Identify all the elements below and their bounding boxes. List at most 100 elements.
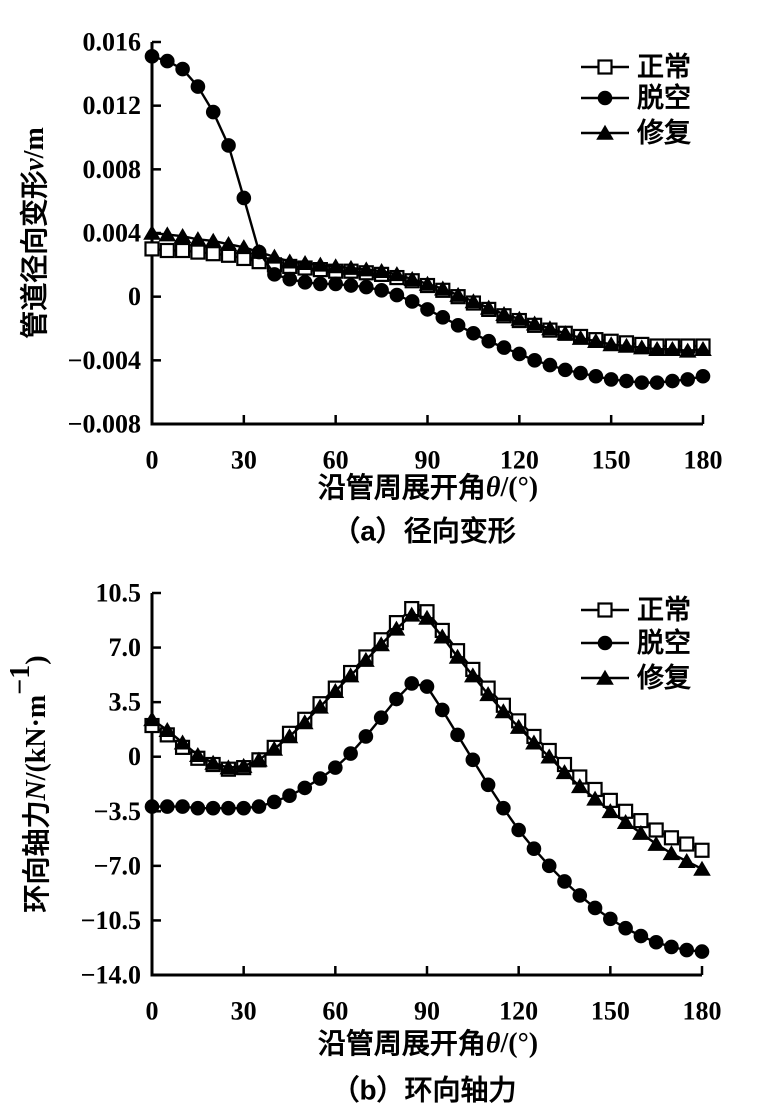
legend-label: 脱空 [637,82,691,113]
x-tick-label: 180 [683,997,722,1026]
circle-marker [603,372,619,387]
square-marker [205,246,221,262]
triangle-marker [158,722,177,738]
triangle-marker [158,226,177,242]
triangle-marker [388,266,406,282]
circle-marker [496,800,511,816]
circle-marker [358,279,374,295]
y-tick-label: −7.0 [94,851,141,880]
series-line-triangle [151,613,703,871]
triangle-marker [693,860,711,876]
square-marker [663,830,680,846]
square-marker [144,241,160,257]
y-tick-label: −0.008 [68,410,141,439]
triangle-marker [494,703,513,719]
circle-marker [343,746,358,761]
triangle-marker [265,740,284,756]
x-tick-label: 150 [591,997,630,1026]
y-axis-label-a: 管道径向变形v/m [18,127,50,339]
legend-circle-marker [597,90,613,106]
circle-marker [434,702,450,718]
legend-label: 正常 [637,595,691,625]
x-tick-label: 60 [322,997,348,1026]
square-marker [648,822,664,838]
legend-square-marker [597,602,613,618]
triangle-marker [525,315,544,331]
triangle-marker [418,275,437,291]
triangle-marker [541,320,559,336]
legend-circle-marker [597,635,613,651]
circle-marker [267,267,282,282]
triangle-marker [555,764,574,780]
triangle-marker [571,329,590,345]
square-marker [694,842,710,858]
triangle-marker [632,339,651,355]
triangle-marker [586,790,604,806]
circle-marker [328,760,343,775]
triangle-marker [662,845,681,861]
circle-marker [527,353,542,368]
triangle-marker [663,340,682,356]
circle-marker [373,710,389,726]
circle-marker [619,373,634,389]
circle-marker [419,679,435,694]
triangle-marker [510,310,529,326]
triangle-marker [449,286,467,302]
triangle-marker [173,734,192,750]
triangle-marker [677,852,696,868]
triangle-marker [402,606,421,622]
y-axis-label-b-unit-close: ) [21,655,52,664]
triangle-marker [587,333,605,349]
circle-marker [343,278,359,293]
circle-marker [389,691,404,707]
circle-marker [358,729,374,744]
circle-marker [144,799,160,814]
triangle-marker [357,261,376,277]
circle-marker [679,942,695,958]
x-axis-label-b: 沿管周展开角θ/(°) [318,1027,538,1059]
square-marker [679,836,695,852]
circle-marker [572,888,588,903]
x-tick-label: 0 [146,446,159,475]
circle-marker [374,283,389,298]
triangle-marker [647,835,665,851]
plot-b: 10.57.03.50−3.5−7.0−10.5−14.00 30 60 90 120 1… [81,579,722,1026]
triangle-marker [189,231,207,247]
x-tick-label: 150 [592,446,631,475]
triangle-marker [143,711,161,727]
x-axis-label-b-text: 沿管周展开角 [318,1027,486,1059]
triangle-marker [235,239,253,255]
y-tick-label: 0.004 [83,219,142,248]
triangle-marker [250,751,268,767]
circle-marker [205,104,221,120]
circle-marker [665,373,680,389]
triangle-marker [357,651,375,667]
circle-marker [695,368,711,384]
x-tick-label: 90 [414,997,440,1026]
chart-svg-b: 10.57.03.50−3.5−7.0−10.5−14.00 30 60 90 120 1… [5,579,722,1106]
triangle-marker [602,336,620,352]
y-axis-label-b: 环向轴力N/(kN·m−1) [5,655,52,912]
y-tick-label: 7.0 [109,633,142,662]
circle-marker [297,275,313,290]
circle-marker [236,190,252,206]
x-axis-label-a-unit: /(°) [499,472,538,503]
caption-b: （b）环向轴力 [331,1074,516,1106]
triangle-marker [601,803,620,819]
triangle-marker [464,667,482,683]
triangle-marker [570,778,589,794]
triangle-marker [219,759,238,775]
legend-label: 修复 [636,118,692,148]
circle-marker [465,752,481,768]
triangle-marker [648,340,666,356]
triangle-marker [189,746,207,762]
figure-hoop-axial-force: 10.5 7.0 3.5 0 −3.5 −7.0 −10.5 −14.0 0 30 60 90 120 1… [0,560,760,1113]
circle-marker [297,780,313,796]
legend-triangle-marker [596,124,614,140]
y-axis-label-b-sup: −1 [5,665,36,695]
triangle-marker [219,235,238,251]
y-tick-label: −0.004 [68,346,141,375]
triangle-marker [204,754,222,770]
